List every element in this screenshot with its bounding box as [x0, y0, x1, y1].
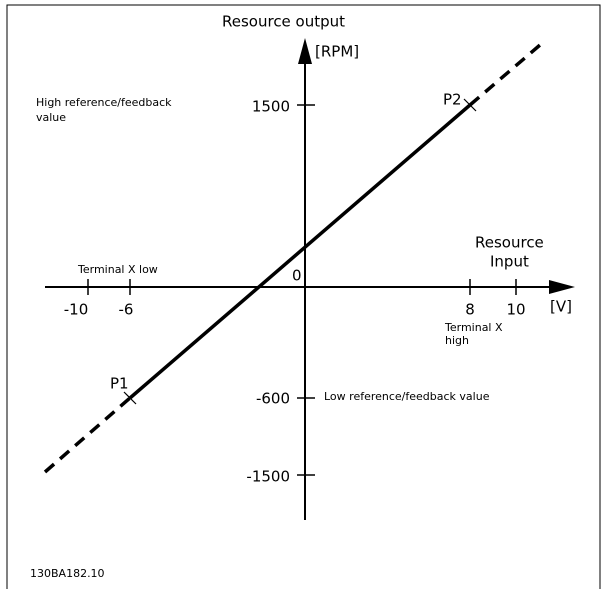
tick-label: 1500 — [252, 98, 290, 116]
ticks — [87, 104, 517, 476]
footer: 130BA182.10 — [30, 567, 105, 580]
tick-label: 8 — [465, 301, 475, 319]
note: Terminal X — [444, 321, 503, 334]
label: 0 — [292, 267, 302, 285]
note: value — [36, 111, 66, 124]
label: Resource output — [222, 13, 345, 31]
tick-label: -6 — [119, 301, 134, 319]
note: High reference/feedback — [36, 96, 172, 109]
x-arrow — [549, 280, 575, 294]
label: [V] — [550, 298, 572, 316]
note: Terminal X low — [77, 263, 158, 276]
label: Resource — [475, 234, 544, 252]
tick-label: -600 — [256, 390, 290, 408]
line-ext — [43, 396, 132, 474]
point-marks — [123, 98, 477, 405]
tick-label: -10 — [64, 301, 89, 319]
label: [RPM] — [315, 43, 359, 61]
note: high — [445, 334, 469, 347]
y-arrow — [298, 38, 312, 64]
line-ext — [468, 43, 542, 107]
line — [128, 103, 472, 400]
frame — [6, 4, 601, 589]
point-label: P1 — [110, 375, 129, 393]
note: Low reference/feedback value — [324, 390, 490, 403]
tick-label: 10 — [506, 301, 525, 319]
label: Input — [490, 253, 529, 271]
tick-label: -1500 — [246, 468, 290, 486]
point-label: P2 — [443, 91, 462, 109]
